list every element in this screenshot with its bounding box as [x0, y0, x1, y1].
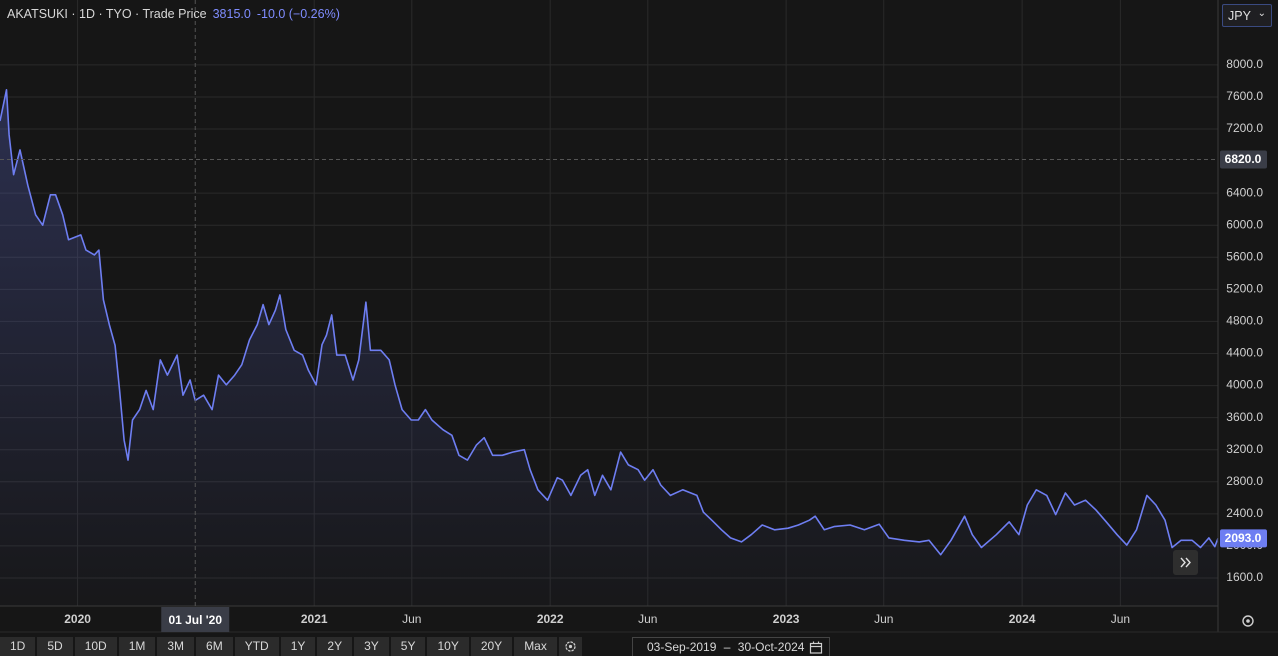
price-line: [0, 89, 1219, 556]
y-tick-label: 4800.0: [1226, 314, 1263, 328]
range-button[interactable]: 1M: [118, 637, 156, 656]
chart-header: AKATSUKI · 1D · TYO · Trade Price 3815.0-…: [7, 7, 340, 21]
crosshair-y-label: 6820.0: [1225, 152, 1262, 166]
currency-label: JPY: [1228, 9, 1251, 23]
header-change: -10.0 (−0.26%): [256, 7, 340, 21]
y-tick-label: 6000.0: [1226, 217, 1263, 231]
range-button[interactable]: 3M: [157, 637, 195, 656]
y-tick-label: 1600.0: [1226, 570, 1263, 584]
date-from: 03-Sep-2019: [647, 640, 717, 654]
settings-button[interactable]: [558, 637, 582, 656]
range-button[interactable]: 5D: [37, 637, 73, 656]
y-tick-label: 2400.0: [1226, 506, 1263, 520]
range-button[interactable]: 10D: [74, 637, 117, 656]
chevron: ⌄: [1257, 8, 1266, 19]
x-tick-label: Jun: [874, 612, 893, 626]
range-toolbar: 1D 5D 10D 1M 3M 6M YTD 1Y 2Y 3Y 5Y 10Y 20Y Max: [0, 637, 582, 656]
crosshair-y-box: [1220, 150, 1267, 169]
x-tick-label: Jun: [638, 612, 657, 626]
range-button[interactable]: 1D: [0, 637, 36, 656]
scroll-right-button[interactable]: [1173, 550, 1198, 575]
y-tick-label: 5200.0: [1226, 282, 1263, 296]
date-separator: –: [723, 640, 731, 654]
range-button[interactable]: 1Y: [280, 637, 316, 656]
y-tick-label: 5600.0: [1226, 249, 1263, 263]
y-tick-label: 7600.0: [1226, 89, 1263, 103]
area: [0, 89, 1218, 607]
calendar-icon: [809, 641, 823, 654]
gear-icon: [565, 641, 576, 652]
date-to: 30-Oct-2024: [737, 640, 805, 654]
header-price: 3815.0: [212, 7, 251, 21]
x-tick-label: 2022: [537, 612, 564, 626]
last-price-label: 2093.0: [1225, 531, 1262, 545]
range-button[interactable]: YTD: [234, 637, 279, 656]
crosshair-x-box: [161, 607, 230, 632]
x-tick-label: 2024: [1009, 612, 1036, 626]
range-button[interactable]: 6M: [196, 637, 233, 656]
crosshair-x-label: 01 Jul '20: [168, 613, 222, 627]
x-tick-label: 2023: [773, 612, 800, 626]
range-button[interactable]: 20Y: [470, 637, 513, 656]
range-button[interactable]: 10Y: [427, 637, 469, 656]
currency-select[interactable]: JPY ⌄: [1222, 4, 1272, 27]
y-tick-label: 3200.0: [1226, 442, 1263, 456]
last-price-box: [1220, 529, 1267, 548]
range-button[interactable]: Max: [514, 637, 557, 656]
x-tick-label: Jun: [402, 612, 421, 626]
date-range[interactable]: 03-Sep-2019 – 30-Oct-2024: [632, 637, 830, 656]
range-button[interactable]: 5Y: [390, 637, 426, 656]
y-tick-label: 3600.0: [1226, 410, 1263, 424]
y-tick-label: 4000.0: [1226, 378, 1263, 392]
axis-settings-icon[interactable]: [1242, 615, 1254, 627]
y-tick-label: 4400.0: [1226, 346, 1263, 360]
instrument-title: AKATSUKI · 1D · TYO · Trade Price: [7, 7, 207, 21]
x-tick-label: 2021: [301, 612, 328, 626]
x-tick-label: 2020: [64, 612, 91, 626]
x-tick-label: Jun: [1111, 612, 1130, 626]
y-tick-label: 2800.0: [1226, 474, 1263, 488]
range-button[interactable]: 2Y: [317, 637, 353, 656]
y-tick-label: 8000.0: [1226, 57, 1263, 71]
range-button[interactable]: 3Y: [354, 637, 389, 656]
y-tick-label: 7200.0: [1226, 121, 1263, 135]
y-tick-label: 6400.0: [1226, 185, 1263, 199]
